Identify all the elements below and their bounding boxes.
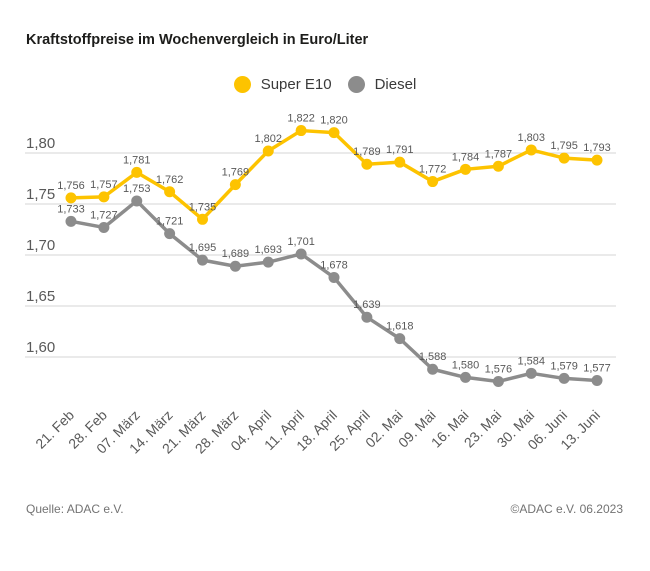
data-point-diesel — [558, 372, 570, 384]
data-point-label-super-e10: 1,784 — [452, 151, 480, 163]
data-point-diesel — [131, 195, 143, 207]
legend-item-super-e10: Super E10 — [233, 76, 332, 93]
data-point-super-e10 — [361, 158, 373, 170]
data-point-diesel — [229, 260, 241, 272]
data-point-diesel — [164, 228, 176, 240]
data-point-label-diesel: 1,576 — [485, 363, 513, 375]
data-point-diesel — [295, 248, 307, 260]
y-tick-label: 1,75 — [26, 186, 55, 203]
copyright-note: ©ADAC e.V. 06.2023 — [510, 502, 623, 516]
data-point-label-super-e10: 1,793 — [583, 142, 611, 154]
y-tick-label: 1,60 — [26, 339, 55, 356]
data-point-label-super-e10: 1,756 — [57, 180, 85, 192]
data-point-label-super-e10: 1,820 — [320, 115, 348, 127]
data-point-label-diesel: 1,577 — [583, 362, 611, 374]
data-point-label-super-e10: 1,781 — [123, 154, 151, 166]
data-point-label-diesel: 1,678 — [320, 259, 348, 271]
legend-item-diesel: Diesel — [347, 76, 417, 93]
data-point-label-diesel: 1,584 — [517, 355, 545, 367]
super-e10-legend-dot-icon — [233, 76, 251, 93]
data-point-label-diesel: 1,695 — [189, 242, 217, 254]
data-point-label-super-e10: 1,791 — [386, 144, 414, 156]
data-point-label-super-e10: 1,762 — [156, 174, 184, 186]
data-point-diesel — [427, 363, 439, 375]
y-tick-label: 1,80 — [26, 135, 55, 152]
data-point-diesel — [492, 375, 504, 387]
data-point-label-diesel: 1,727 — [90, 209, 118, 221]
data-point-super-e10 — [591, 154, 603, 166]
data-point-label-diesel: 1,701 — [287, 236, 315, 248]
data-point-diesel — [361, 311, 373, 323]
data-point-super-e10 — [460, 163, 471, 175]
data-point-super-e10 — [197, 213, 208, 225]
data-point-label-super-e10: 1,795 — [550, 140, 578, 152]
y-tick-label: 1,65 — [26, 288, 55, 305]
chart-title: Kraftstoffpreise im Wochenvergleich in E… — [26, 32, 369, 48]
data-point-super-e10 — [427, 176, 439, 188]
legend: Super E10 Diesel — [0, 76, 650, 93]
legend-label-super-e10: Super E10 — [260, 76, 332, 93]
data-point-label-diesel: 1,588 — [419, 351, 447, 363]
data-point-diesel — [197, 254, 208, 266]
data-point-label-diesel: 1,579 — [550, 360, 578, 372]
data-point-super-e10 — [98, 191, 110, 203]
data-point-diesel — [394, 333, 406, 345]
data-point-super-e10 — [558, 152, 570, 164]
data-point-super-e10 — [295, 125, 307, 137]
data-point-super-e10 — [492, 160, 504, 172]
data-point-label-super-e10: 1,787 — [485, 148, 513, 160]
data-point-super-e10 — [229, 179, 241, 191]
data-point-diesel — [328, 271, 340, 283]
data-point-label-super-e10: 1,822 — [287, 113, 315, 125]
data-point-diesel — [65, 215, 77, 227]
data-point-label-diesel: 1,580 — [452, 359, 480, 371]
source-note: Quelle: ADAC e.V. — [26, 502, 124, 516]
data-point-diesel — [98, 221, 110, 233]
data-point-label-diesel: 1,618 — [386, 321, 414, 333]
data-point-label-super-e10: 1,769 — [222, 167, 250, 179]
data-point-label-diesel: 1,689 — [222, 248, 250, 260]
data-point-label-super-e10: 1,757 — [90, 179, 118, 191]
diesel-legend-dot-icon — [347, 76, 365, 93]
data-point-diesel — [262, 256, 274, 268]
legend-label-diesel: Diesel — [374, 76, 417, 93]
data-point-label-super-e10: 1,802 — [254, 133, 282, 145]
y-tick-label: 1,70 — [26, 237, 55, 254]
data-point-label-super-e10: 1,789 — [353, 146, 381, 158]
data-point-label-diesel: 1,693 — [254, 244, 282, 256]
data-point-diesel — [460, 371, 471, 383]
data-point-diesel — [591, 374, 603, 386]
data-point-super-e10 — [164, 186, 176, 198]
data-point-label-diesel: 1,753 — [123, 183, 151, 195]
data-point-super-e10 — [131, 166, 143, 178]
data-point-diesel — [525, 367, 537, 379]
data-point-label-super-e10: 1,803 — [517, 132, 545, 144]
data-point-label-diesel: 1,733 — [57, 203, 85, 215]
data-point-super-e10 — [525, 144, 537, 156]
data-point-super-e10 — [394, 156, 406, 168]
data-point-super-e10 — [328, 127, 340, 139]
data-point-super-e10 — [65, 192, 77, 204]
data-point-super-e10 — [262, 145, 274, 157]
data-point-label-diesel: 1,639 — [353, 299, 381, 311]
data-point-label-diesel: 1,721 — [156, 216, 184, 228]
data-point-label-super-e10: 1,772 — [419, 164, 447, 176]
data-point-label-super-e10: 1,735 — [189, 201, 217, 213]
